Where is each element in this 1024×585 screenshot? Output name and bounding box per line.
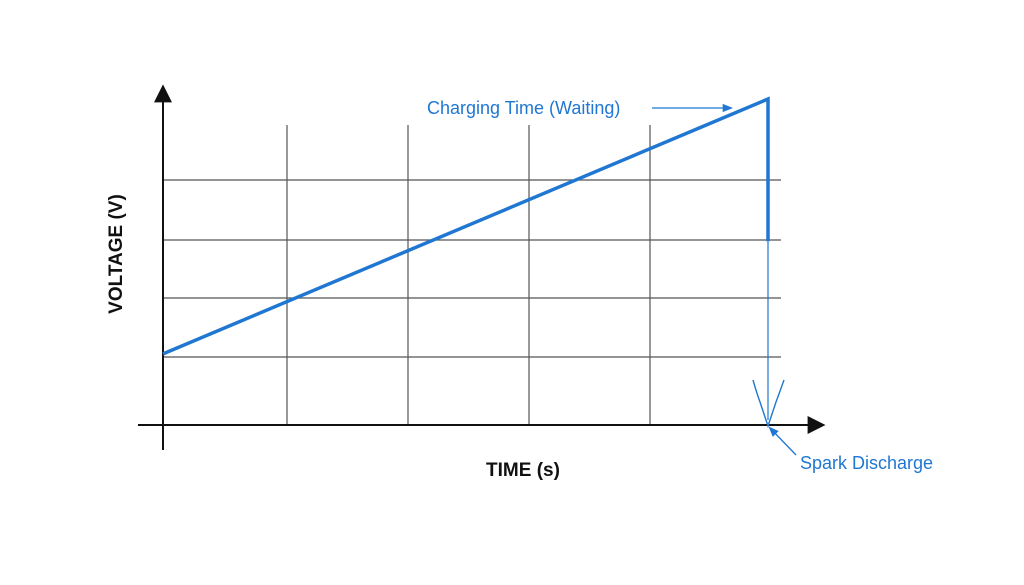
annotation-spark-discharge: Spark Discharge	[800, 453, 933, 473]
annotation-spark-arrow	[768, 426, 797, 456]
y-axis-label: VOLTAGE (V)	[106, 194, 127, 314]
grid	[163, 125, 781, 425]
annotation-charging-time: Charging Time (Waiting)	[427, 98, 620, 118]
series-layer	[162, 96, 770, 356]
spark-icon	[752, 379, 785, 429]
annotation-layer: Charging Time (Waiting) Spark Discharge	[427, 98, 933, 473]
x-axis-label: TIME (s)	[486, 460, 560, 481]
series-line	[162, 96, 770, 356]
